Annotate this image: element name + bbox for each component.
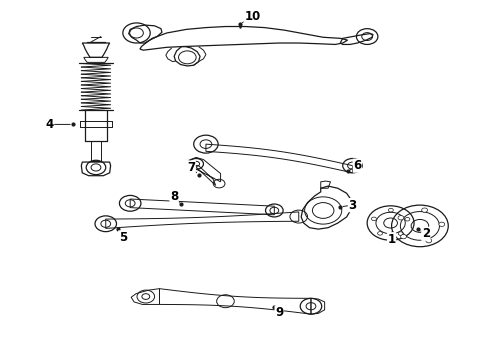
- Text: 3: 3: [348, 199, 357, 212]
- Circle shape: [371, 217, 376, 221]
- Text: 8: 8: [170, 190, 178, 203]
- Text: 9: 9: [275, 306, 283, 319]
- Text: 2: 2: [422, 227, 430, 240]
- Text: 4: 4: [46, 118, 54, 131]
- Circle shape: [389, 208, 393, 212]
- Circle shape: [422, 208, 428, 212]
- Circle shape: [439, 222, 445, 226]
- Text: 10: 10: [244, 10, 261, 23]
- Text: 6: 6: [353, 159, 362, 172]
- Text: 7: 7: [187, 161, 196, 174]
- Circle shape: [378, 231, 383, 235]
- Circle shape: [405, 217, 410, 221]
- Text: 5: 5: [119, 231, 127, 244]
- Circle shape: [401, 234, 406, 239]
- Text: 1: 1: [388, 233, 395, 246]
- Circle shape: [398, 216, 404, 220]
- Circle shape: [398, 232, 403, 235]
- Circle shape: [426, 239, 432, 243]
